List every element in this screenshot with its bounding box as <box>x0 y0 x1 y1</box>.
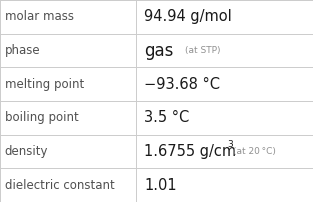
Text: density: density <box>5 145 48 158</box>
Text: phase: phase <box>5 44 40 57</box>
Text: (at 20 °C): (at 20 °C) <box>233 147 276 156</box>
Text: dielectric constant: dielectric constant <box>5 179 115 192</box>
Text: molar mass: molar mass <box>5 10 74 23</box>
Text: 1.6755 g/cm: 1.6755 g/cm <box>144 144 236 159</box>
Text: (at STP): (at STP) <box>185 46 220 55</box>
Text: boiling point: boiling point <box>5 111 79 124</box>
Text: 1.01: 1.01 <box>144 178 177 193</box>
Text: melting point: melting point <box>5 78 84 91</box>
Text: 94.94 g/mol: 94.94 g/mol <box>144 9 232 24</box>
Text: 3: 3 <box>227 140 233 149</box>
Text: 3.5 °C: 3.5 °C <box>144 110 189 125</box>
Text: −93.68 °C: −93.68 °C <box>144 77 220 92</box>
Text: gas: gas <box>144 41 173 60</box>
